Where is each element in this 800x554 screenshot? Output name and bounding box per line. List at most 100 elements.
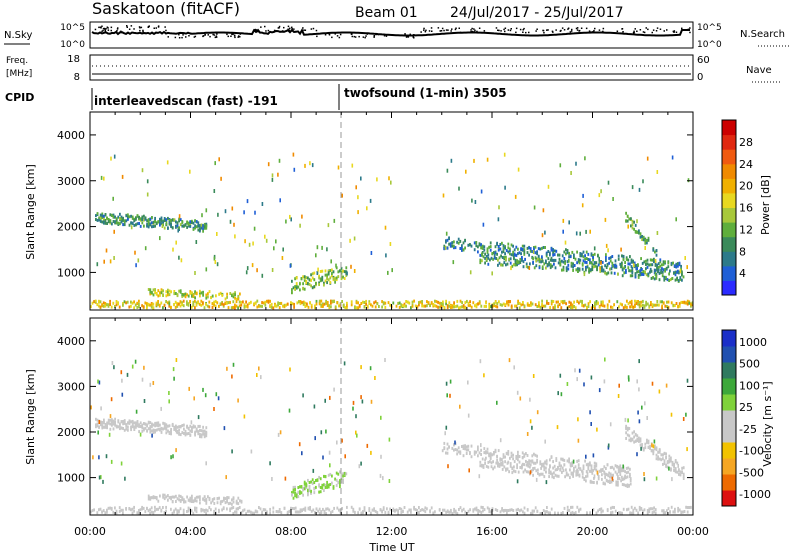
echo-cell [604,472,606,476]
echo-cell [521,248,524,251]
echo-cell [482,255,485,259]
echo-cell [605,256,607,259]
echo-cell [138,299,140,303]
echo-cell [96,303,99,307]
echo-cell [183,427,185,431]
echo-cell [521,466,523,470]
echo-cell [192,227,195,231]
echo-cell [645,300,647,304]
echo-cell [521,451,524,455]
nsearch-dot [133,28,135,30]
colorbar-segment [722,394,736,411]
echo-cell [638,438,640,442]
echo-cell [537,257,539,261]
echo-cell [625,211,627,215]
echo-cell [561,470,563,474]
echo-cell [130,420,132,424]
echo-cell [370,303,372,307]
echo-cell [556,468,558,471]
echo-cell [170,428,172,431]
echo-cell [527,464,530,468]
echo-cell [231,502,233,506]
echo-cell [351,163,354,168]
echo-cell [654,303,657,307]
echo-cell [501,303,503,307]
echo-cell [99,507,102,511]
echo-cell [165,294,168,298]
echo-cell [557,261,560,265]
echo-cell [119,217,121,220]
nsearch-dot [288,29,291,31]
echo-cell [282,247,284,252]
echo-cell [329,483,332,486]
echo-cell [489,460,491,464]
nsearch-dot [509,29,512,32]
echo-cell [508,358,511,363]
echo-cell [346,511,348,515]
echo-cell [147,427,150,431]
echo-cell [616,300,619,304]
echo-cell [578,368,581,373]
echo-cell [577,438,580,443]
echo-cell [551,258,554,262]
colorbar-segment [722,265,736,281]
echo-cell [223,426,226,431]
echo-cell [446,238,449,242]
echo-cell [111,423,113,427]
echo-cell [114,220,116,224]
echo-cell [335,483,338,487]
echo-cell [158,304,161,308]
echo-cell [318,276,320,280]
echo-cell [538,266,541,270]
echo-cell [352,507,355,511]
echo-cell [146,507,148,511]
echo-cell [636,437,639,441]
echo-cell [122,511,124,515]
echo-cell [230,506,233,510]
echo-cell [152,302,155,306]
echo-cell [648,304,651,308]
echo-cell [293,305,295,309]
echo-cell [518,455,521,458]
echo-cell [418,506,420,509]
echo-cell [174,507,177,511]
echo-cell [314,511,316,514]
echo-cell [99,305,102,309]
echo-cell [671,463,674,467]
echo-cell [120,217,123,221]
echo-cell [320,511,323,515]
echo-cell [513,465,515,469]
echo-cell [195,301,198,305]
echo-cell [484,252,486,256]
echo-cell [489,241,492,245]
echo-cell [490,461,493,465]
colorbar-segment [722,410,736,427]
echo-cell [214,299,217,303]
echo-cell [555,457,558,461]
echo-cell [475,506,478,510]
echo-cell [413,505,415,509]
echo-cell [106,303,108,307]
echo-cell [202,227,204,231]
nsearch-dot [278,25,281,28]
echo-cell [523,250,526,254]
echo-cell [557,511,559,515]
echo-cell [560,300,563,304]
echo-cell [484,461,486,465]
echo-cell [444,431,446,436]
echo-cell [590,470,593,473]
echo-cell [531,460,534,464]
echo-cell [155,428,158,432]
echo-cell [189,169,191,174]
echo-cell [651,511,654,515]
echo-cell [597,509,599,513]
echo-cell [138,430,140,434]
echo-cell [128,223,131,227]
echo-cell [307,506,310,510]
echo-cell [302,282,304,286]
echo-cell [526,246,529,250]
echo-cell [539,462,542,466]
echo-cell [537,468,539,472]
echo-cell [587,305,590,308]
echo-cell [151,221,153,225]
